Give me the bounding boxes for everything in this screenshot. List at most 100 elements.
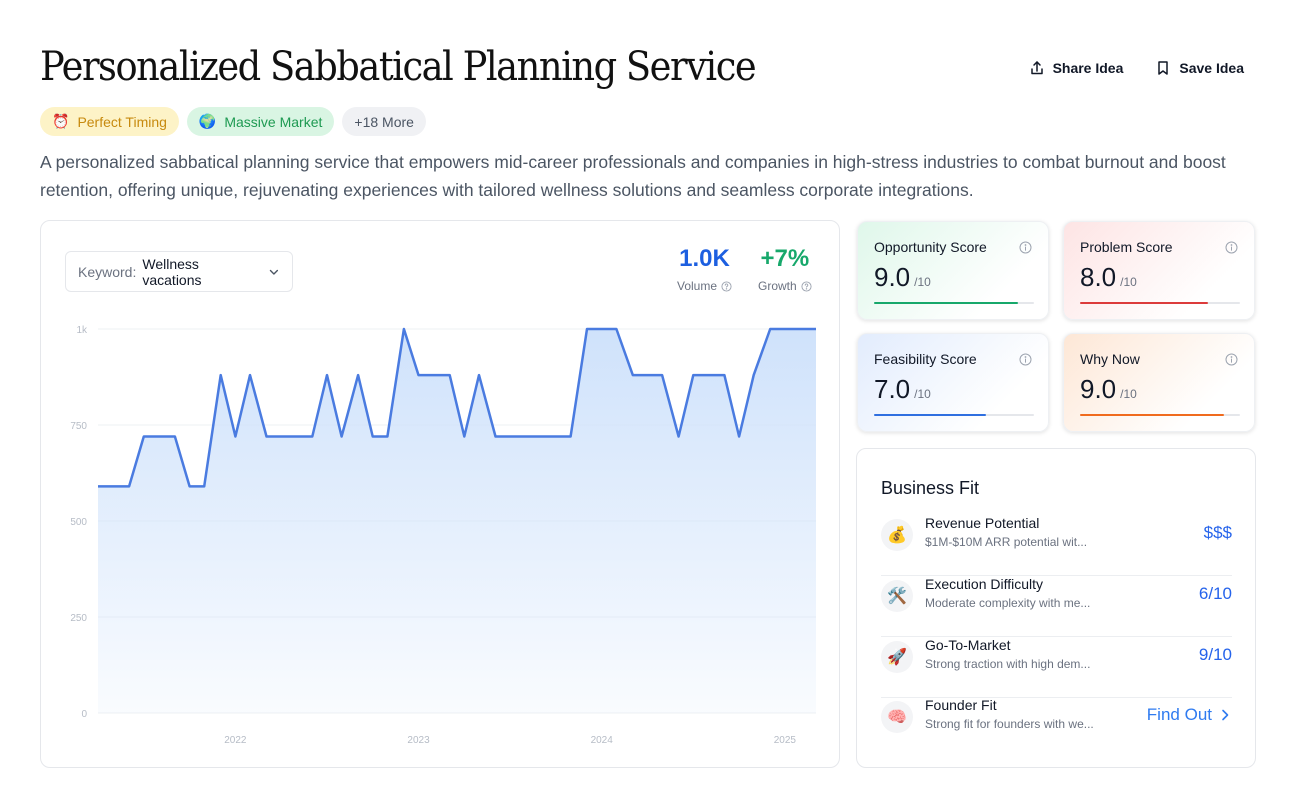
divider — [881, 636, 1232, 637]
score-value: 8.0 — [1080, 262, 1117, 292]
bookmark-icon — [1158, 61, 1169, 75]
area-fill — [98, 329, 816, 713]
info-icon[interactable] — [1225, 241, 1238, 254]
fit-name: Execution Difficulty — [925, 576, 1044, 592]
business-fit-title: Business Fit — [881, 478, 980, 498]
score-bar — [1080, 302, 1240, 304]
help-icon[interactable] — [721, 280, 732, 292]
score-title: Problem Score — [1080, 239, 1173, 255]
fit-row-execution-difficulty[interactable]: 🛠️ Execution Difficulty Moderate complex… — [881, 576, 1232, 637]
score-value: 9.0 — [1080, 374, 1117, 404]
tag-list: ⏰ Perfect Timing 🌍 Massive Market +18 Mo… — [40, 107, 426, 136]
score-bar-fill — [1080, 414, 1224, 416]
tag-label: Perfect Timing — [77, 113, 167, 130]
volume-stat: 1.0K Volume — [677, 245, 732, 293]
share-icon — [1030, 61, 1043, 75]
feasibility-score-card[interactable]: Feasibility Score 7.0/10 — [857, 333, 1049, 432]
info-icon[interactable] — [1019, 241, 1032, 254]
tag-massive-market[interactable]: 🌍 Massive Market — [186, 107, 335, 136]
score-denominator: /10 — [1120, 275, 1137, 289]
find-out-label: Find Out — [1146, 705, 1212, 724]
score-bar — [874, 302, 1034, 304]
x-tick-label: 2024 — [591, 735, 614, 746]
fit-description: Moderate complexity with me... — [925, 596, 1091, 610]
score-bar — [1080, 414, 1240, 416]
x-tick-label: 2023 — [407, 735, 430, 746]
opportunity-score-card[interactable]: Opportunity Score 9.0/10 — [857, 221, 1049, 320]
money-bag-icon: 💰 — [881, 519, 913, 551]
divider — [881, 697, 1232, 698]
y-tick-label: 0 — [81, 709, 87, 720]
y-tick-label: 1k — [76, 325, 88, 336]
fit-description: Strong traction with high dem... — [925, 657, 1091, 671]
trend-chart[interactable]: 0 250 500 750 1k 2022 2023 2024 2025 — [41, 221, 839, 767]
idea-description: A personalized sabbatical planning servi… — [40, 152, 1226, 200]
save-idea-button[interactable]: Save Idea — [1155, 60, 1244, 76]
tag-more-button[interactable]: +18 More — [342, 107, 426, 136]
brain-icon: 🧠 — [881, 701, 913, 733]
save-idea-label: Save Idea — [1179, 60, 1244, 76]
fit-name: Go-To-Market — [925, 637, 1011, 653]
x-tick-label: 2022 — [224, 735, 247, 746]
score-value-row: 7.0/10 — [874, 374, 931, 405]
score-value: 7.0 — [874, 374, 911, 404]
fit-description: Strong fit for founders with we... — [925, 717, 1094, 731]
keyword-label: Keyword: — [78, 263, 137, 280]
fit-name: Founder Fit — [925, 697, 997, 713]
growth-label-row: Growth — [758, 279, 812, 293]
alarm-clock-icon: ⏰ — [52, 113, 70, 129]
score-value-row: 9.0/10 — [1080, 374, 1137, 405]
info-icon[interactable] — [1225, 353, 1238, 366]
score-value-row: 8.0/10 — [1080, 262, 1137, 293]
score-title: Why Now — [1080, 351, 1140, 367]
series-line — [98, 327, 816, 488]
x-tick-label: 2025 — [774, 735, 797, 746]
chevron-right-icon — [1222, 709, 1229, 721]
find-out-link[interactable]: Find Out — [1147, 705, 1232, 725]
divider — [881, 575, 1232, 576]
why-now-card[interactable]: Why Now 9.0/10 — [1063, 333, 1255, 432]
keyword-value: Wellness vacations — [142, 255, 202, 288]
tag-label: Massive Market — [224, 113, 323, 130]
header-actions: Share Idea Save Idea — [1029, 60, 1244, 76]
fit-row-revenue-potential[interactable]: 💰 Revenue Potential $1M-$10M ARR potenti… — [881, 515, 1232, 576]
trend-chart-card: Keyword: Wellness vacations 1.0K Volume … — [40, 220, 840, 768]
score-bar — [874, 414, 1034, 416]
info-icon[interactable] — [1019, 353, 1032, 366]
score-denominator: /10 — [914, 275, 931, 289]
fit-name: Revenue Potential — [925, 515, 1040, 531]
score-value-row: 9.0/10 — [874, 262, 931, 293]
score-denominator: /10 — [1120, 387, 1137, 401]
fit-description: $1M-$10M ARR potential wit... — [925, 535, 1088, 549]
fit-row-go-to-market[interactable]: 🚀 Go-To-Market Strong traction with high… — [881, 637, 1232, 698]
fit-value: $$$ — [1203, 523, 1232, 542]
help-icon[interactable] — [801, 280, 812, 292]
score-value: 9.0 — [874, 262, 911, 292]
problem-score-card[interactable]: Problem Score 8.0/10 — [1063, 221, 1255, 320]
score-bar-fill — [1080, 302, 1208, 304]
share-idea-button[interactable]: Share Idea — [1029, 60, 1124, 76]
page-title: Personalized Sabbatical Planning Service — [40, 44, 757, 90]
volume-label: Volume — [677, 279, 718, 293]
volume-value: 1.0K — [679, 245, 730, 272]
score-bar-fill — [874, 414, 986, 416]
score-bar-fill — [874, 302, 1018, 304]
fit-value: 6/10 — [1198, 584, 1232, 603]
fit-row-founder-fit[interactable]: 🧠 Founder Fit Strong fit for founders wi… — [881, 697, 1232, 758]
y-tick-label: 250 — [70, 613, 87, 624]
keyword-dropdown[interactable]: Keyword: Wellness vacations — [65, 251, 293, 292]
business-fit-card: Business Fit 💰 Revenue Potential $1M-$10… — [856, 448, 1256, 768]
share-idea-label: Share Idea — [1052, 60, 1124, 76]
tag-perfect-timing[interactable]: ⏰ Perfect Timing — [40, 107, 179, 136]
rocket-icon: 🚀 — [881, 641, 913, 673]
score-denominator: /10 — [914, 387, 931, 401]
globe-icon: 🌍 — [198, 113, 217, 129]
tools-icon: 🛠️ — [881, 580, 913, 612]
score-title: Opportunity Score — [874, 239, 987, 255]
growth-stat: +7% Growth — [758, 245, 812, 293]
y-tick-label: 500 — [70, 517, 87, 528]
chevron-down-icon — [269, 269, 279, 275]
volume-label-row: Volume — [677, 279, 732, 293]
fit-value: 9/10 — [1198, 645, 1232, 664]
growth-label: Growth — [758, 279, 797, 293]
